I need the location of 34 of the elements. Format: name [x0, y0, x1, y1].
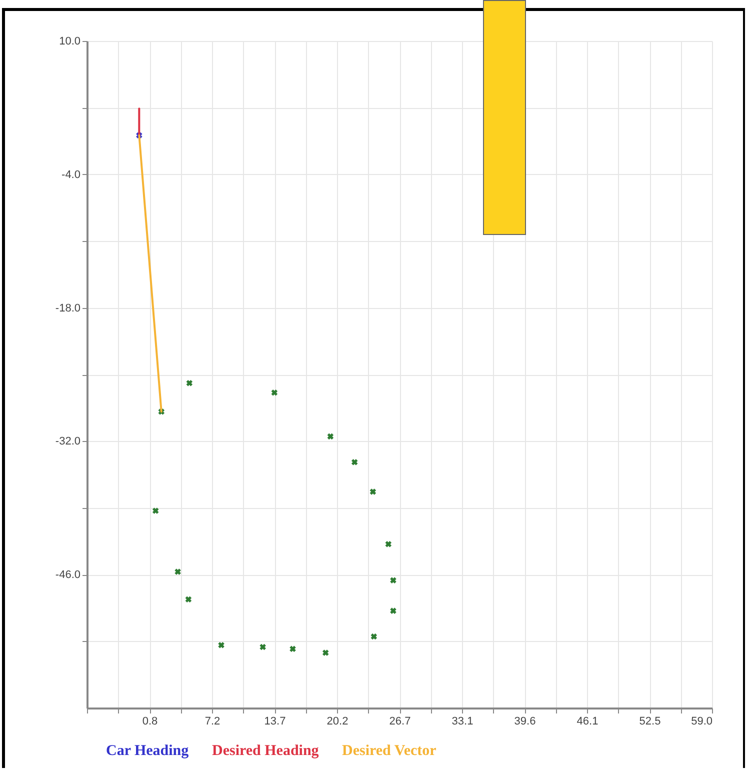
text: Car Heading [106, 742, 190, 759]
point [370, 633, 378, 640]
y-tick-label: -18.0 [55, 302, 80, 314]
x-tick-label: 20.2 [326, 716, 348, 728]
point [271, 389, 278, 396]
y-tick-label: 10.0 [59, 36, 80, 48]
point [390, 608, 396, 614]
y-tick-label: -32.0 [55, 436, 80, 448]
x-tick-label: 52.5 [639, 716, 661, 728]
x-tick-label: 59.0 [691, 716, 712, 728]
point [185, 596, 192, 603]
point [174, 568, 181, 575]
y-tick-label: -4.0 [62, 168, 80, 181]
text: Desired Heading [212, 742, 320, 759]
x-tick-label: 13.7 [264, 716, 286, 728]
point [290, 646, 296, 652]
point [186, 380, 193, 386]
x-tick-label: 39.6 [514, 716, 536, 728]
point [327, 433, 334, 440]
point [322, 650, 329, 656]
point [260, 644, 266, 650]
point [218, 642, 224, 648]
x-tick-label: 26.7 [389, 716, 411, 728]
point [390, 577, 396, 584]
point [370, 488, 376, 495]
point [351, 459, 358, 466]
x-tick-label: 7.2 [204, 716, 220, 728]
point [152, 508, 159, 514]
text: Desired Vector [342, 742, 437, 759]
y-tick-label: -46.0 [55, 569, 80, 582]
x-tick-label: 46.1 [576, 716, 598, 728]
point [385, 540, 392, 548]
x-tick-label: 33.1 [452, 716, 474, 728]
x-tick-label: 0.8 [142, 716, 158, 728]
